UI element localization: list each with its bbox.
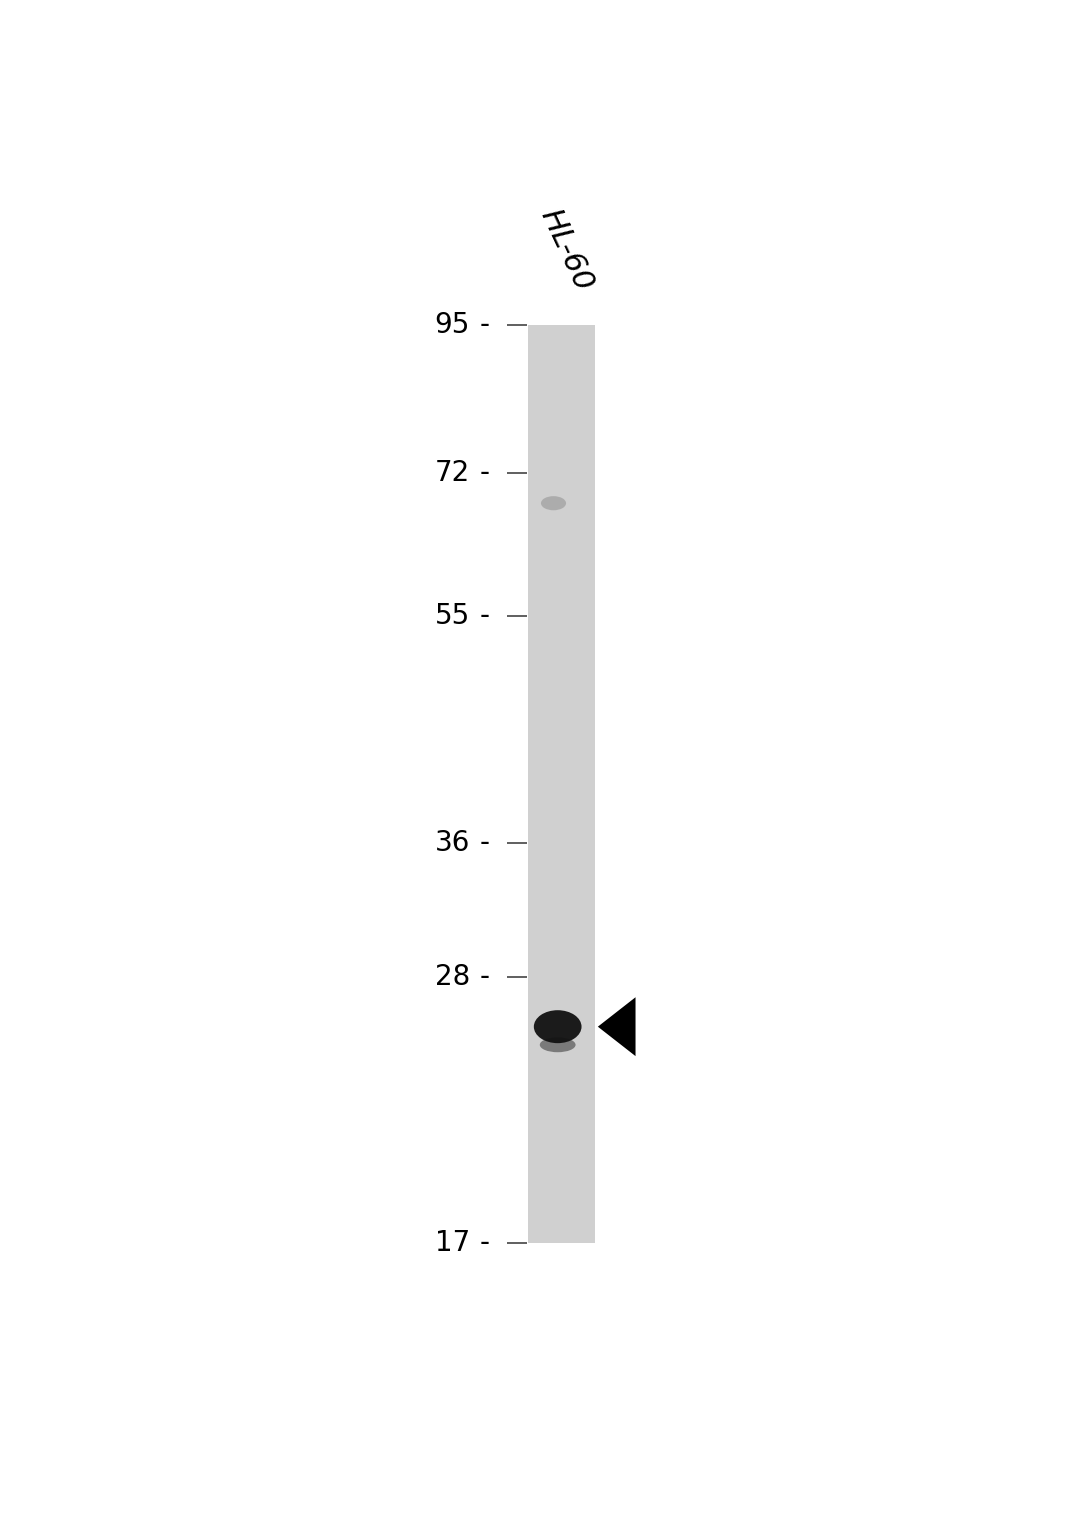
- Text: -: -: [480, 829, 490, 856]
- Text: 36: 36: [434, 829, 470, 856]
- Text: -: -: [480, 1229, 490, 1257]
- Ellipse shape: [541, 495, 566, 511]
- Bar: [528, 324, 595, 1243]
- Text: -: -: [480, 963, 490, 991]
- Text: 28: 28: [434, 963, 470, 991]
- Text: -: -: [480, 310, 490, 339]
- Ellipse shape: [540, 1037, 576, 1052]
- Text: -: -: [480, 602, 490, 630]
- Text: 55: 55: [434, 602, 470, 630]
- Ellipse shape: [534, 1011, 581, 1043]
- Text: -: -: [480, 459, 490, 486]
- Polygon shape: [598, 997, 635, 1057]
- Text: 17: 17: [434, 1229, 470, 1257]
- Text: 72: 72: [434, 459, 470, 486]
- Text: 95: 95: [434, 310, 470, 339]
- Text: HL-60: HL-60: [535, 203, 597, 295]
